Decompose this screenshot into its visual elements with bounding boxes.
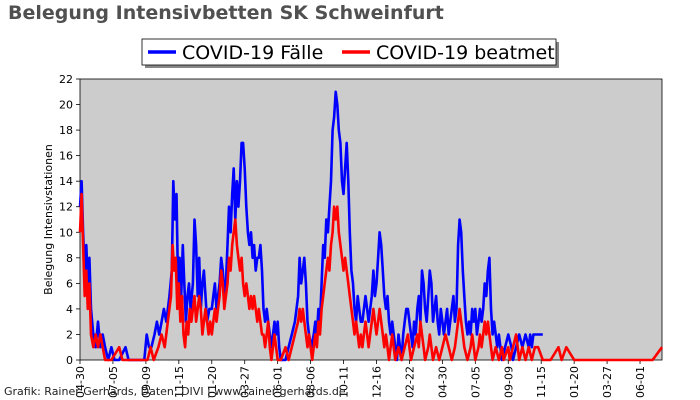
x-tick-label: 11-15 bbox=[173, 366, 186, 398]
x-tick-label: 06-01 bbox=[634, 366, 647, 398]
y-tick-label: 6 bbox=[66, 277, 73, 290]
y-tick-label: 16 bbox=[59, 150, 73, 163]
chart-title: Belegung Intensivbetten SK Schweinfurt bbox=[8, 2, 444, 24]
y-tick-label: 22 bbox=[59, 73, 73, 86]
x-tick-label: 04-30 bbox=[74, 366, 87, 398]
x-tick-label: 09-09 bbox=[502, 366, 515, 398]
x-tick-label: 10-11 bbox=[338, 366, 351, 398]
y-axis-label: Belegung Intensivstationen bbox=[42, 144, 55, 295]
x-tick-label: 06-01 bbox=[272, 366, 285, 398]
series-group bbox=[78, 90, 664, 362]
legend-label-covid-faelle: COVID-19 Fälle bbox=[182, 42, 323, 64]
x-tick-label: 11-15 bbox=[535, 366, 548, 398]
y-tick-label: 20 bbox=[59, 99, 73, 112]
y-tick-label: 18 bbox=[59, 124, 73, 137]
y-tick-label: 14 bbox=[59, 175, 73, 188]
y-tick-label: 4 bbox=[66, 303, 73, 316]
x-tick-label: 09-09 bbox=[140, 366, 153, 398]
y-axis: 0 2 4 6 8 10 12 14 16 18 20 22 bbox=[59, 73, 80, 367]
y-tick-label: 2 bbox=[66, 328, 73, 341]
y-tick-label: 10 bbox=[59, 226, 73, 239]
x-tick-label: 03-27 bbox=[601, 366, 614, 398]
x-tick-label: 01-20 bbox=[568, 366, 581, 398]
legend: COVID-19 Fälle COVID-19 beatmet bbox=[141, 38, 559, 68]
x-tick-label: 07-05 bbox=[107, 366, 120, 398]
y-tick-label: 8 bbox=[66, 252, 73, 265]
series-line-covid-faelle bbox=[78, 90, 543, 362]
legend-label-covid-beatmet: COVID-19 beatmet bbox=[376, 42, 555, 64]
x-tick-label: 02-22 bbox=[403, 366, 416, 398]
series-line-covid-beatmet bbox=[78, 192, 664, 362]
x-axis: 04-30 07-05 09-09 11-15 01-20 03-27 06-01 08-06… bbox=[74, 360, 647, 398]
x-tick-label: 03-27 bbox=[239, 366, 252, 398]
footer-credit: Grafik: Rainer Gerhards, Daten: DIVI | w… bbox=[4, 385, 346, 398]
x-tick-label: 01-20 bbox=[206, 366, 219, 398]
y-tick-label: 12 bbox=[59, 201, 73, 214]
x-tick-label: 07-05 bbox=[469, 366, 482, 398]
x-tick-label: 12-16 bbox=[370, 366, 383, 398]
x-tick-label: 04-30 bbox=[436, 366, 449, 398]
x-tick-label: 08-06 bbox=[305, 366, 318, 398]
y-tick-label: 0 bbox=[66, 354, 73, 367]
